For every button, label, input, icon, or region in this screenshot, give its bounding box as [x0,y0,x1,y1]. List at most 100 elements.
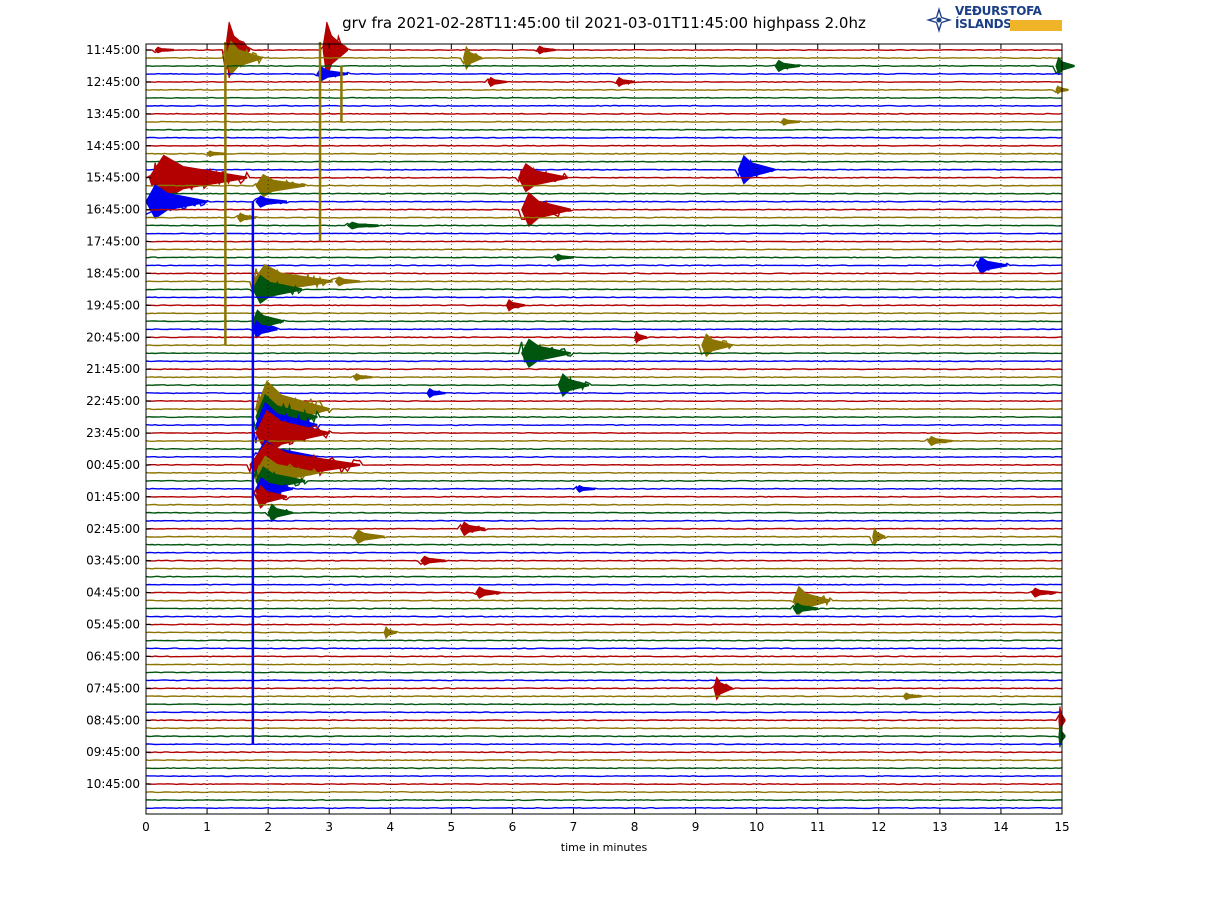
trace-line-28 [146,272,1063,275]
trace-line-72 [145,623,1063,626]
y-tick-label-14: 01:45:00 [86,490,140,504]
x-tick-label-10: 10 [749,820,764,834]
x-tick-label-15: 15 [1054,820,1069,834]
trace-line-89 [145,759,1062,762]
y-tick-label-1: 12:45:00 [86,75,140,89]
seismic-event-56-0 [255,484,287,509]
trace-line-43 [146,390,1063,395]
seismic-event-43-0 [426,387,446,399]
y-tick-label-20: 07:45:00 [86,681,140,695]
trace-line-55 [145,483,1063,499]
trace-line-54 [145,469,1063,487]
trace-line-7 [146,104,1063,107]
trace-line-16 [145,161,1063,191]
y-axis: 11:45:00 12:45:00 13:45:00 14:45:00 15:45:00… [86,43,151,791]
vedurstofa-logo-icon [926,7,952,33]
x-tick-label-9: 9 [692,820,700,834]
trace-line-47 [145,412,1063,444]
seismic-event-1-1 [462,45,483,71]
seismic-event-55-1 [575,484,596,493]
seismic-event-0-3 [536,45,556,55]
x-tick-label-4: 4 [386,820,394,834]
trace-line-62 [145,543,1063,546]
y-tick-label-19: 06:45:00 [86,649,140,663]
y-tick-label-23: 10:45:00 [86,777,140,791]
trace-line-35 [145,324,1063,332]
trace-line-94 [145,798,1063,802]
y-tick-label-7: 18:45:00 [86,266,140,280]
seismic-event-30-0 [252,274,303,305]
trace-line-30 [145,277,1063,300]
trace-line-1 [145,47,1063,69]
seismic-event-68-1 [1030,587,1057,598]
trace-line-68 [145,589,1063,596]
seismic-event-4-0 [487,76,507,88]
seismic-event-13-0 [206,150,226,158]
x-tick-label-0: 0 [142,820,150,834]
x-tick-label-3: 3 [325,820,333,834]
trace-line-8 [145,112,1063,115]
seismic-event-58-0 [267,503,294,523]
logo-line-2: ÍSLANDS [955,17,1012,31]
x-tick-label-13: 13 [932,820,947,834]
trace-line-31 [145,296,1063,299]
trace-line-36 [145,336,1063,342]
trace-line-24 [145,240,1063,243]
trace-line-60 [145,523,1063,533]
seismic-event-3-0 [316,66,348,82]
trace-line-26 [145,254,1063,260]
y-tick-label-2: 13:45:00 [86,107,140,121]
trace-line-71 [145,615,1063,618]
trace-line-66 [145,575,1062,578]
trace-line-21 [145,213,1063,221]
y-tick-label-13: 00:45:00 [86,458,140,472]
trace-line-15 [145,158,1063,179]
trace-line-4 [145,77,1063,86]
trace-line-58 [145,508,1062,519]
trace-line-14 [145,160,1063,163]
trace-line-49 [145,438,1063,446]
vedurstofa-logo: VEÐURSTOFA ÍSLANDS [925,4,1065,38]
seismic-event-64-0 [420,555,446,566]
trace-line-77 [145,663,1063,666]
trace-line-38 [145,341,1063,363]
trace-line-19 [145,193,1063,215]
trace-line-75 [145,647,1063,650]
y-tick-label-12: 23:45:00 [86,426,140,440]
seismic-event-41-0 [352,373,373,382]
seismic-event-60-0 [459,521,486,537]
x-tick-label-1: 1 [203,820,211,834]
y-tick-label-6: 17:45:00 [86,235,140,249]
trace-line-82 [145,703,1062,706]
trace-line-74 [145,639,1063,642]
trace-line-34 [145,316,1063,331]
x-tick-label-11: 11 [810,820,825,834]
trace-line-64 [145,558,1063,566]
seismic-event-38-0 [521,338,571,368]
seismic-event-68-0 [475,586,501,599]
trace-line-20 [145,198,1063,221]
trace-line-59 [145,519,1063,522]
y-tick-label-16: 03:45:00 [86,554,140,568]
trace-line-25 [145,248,1063,251]
trace-line-79 [145,679,1063,682]
seismic-event-15-0 [737,154,776,185]
trace-line-67 [145,583,1063,586]
trace-line-22 [145,222,1063,228]
trace-line-90 [146,767,1063,770]
seismic-event-32-0 [505,299,526,312]
trace-layer [145,21,1075,810]
y-tick-label-3: 14:45:00 [86,139,140,153]
trace-line-95 [145,806,1063,810]
trace-line-69 [145,589,1063,607]
trace-line-83 [145,711,1063,714]
seismic-event-36-0 [633,330,648,344]
trace-line-92 [145,783,1063,786]
trace-line-87 [145,743,1063,746]
trace-line-9 [145,120,1063,124]
trace-line-76 [146,655,1063,658]
trace-line-63 [145,551,1063,554]
trace-line-41 [145,374,1063,380]
x-tick-label-14: 14 [993,820,1008,834]
